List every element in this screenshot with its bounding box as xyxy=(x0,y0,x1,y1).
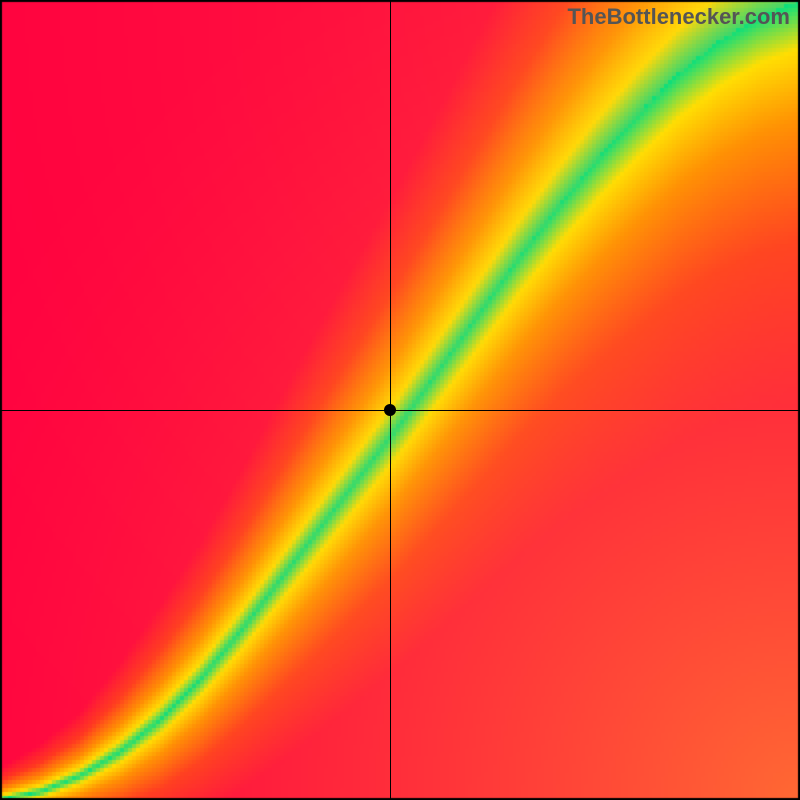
bottleneck-heatmap xyxy=(0,0,800,800)
chart-container: TheBottlenecker.com xyxy=(0,0,800,800)
